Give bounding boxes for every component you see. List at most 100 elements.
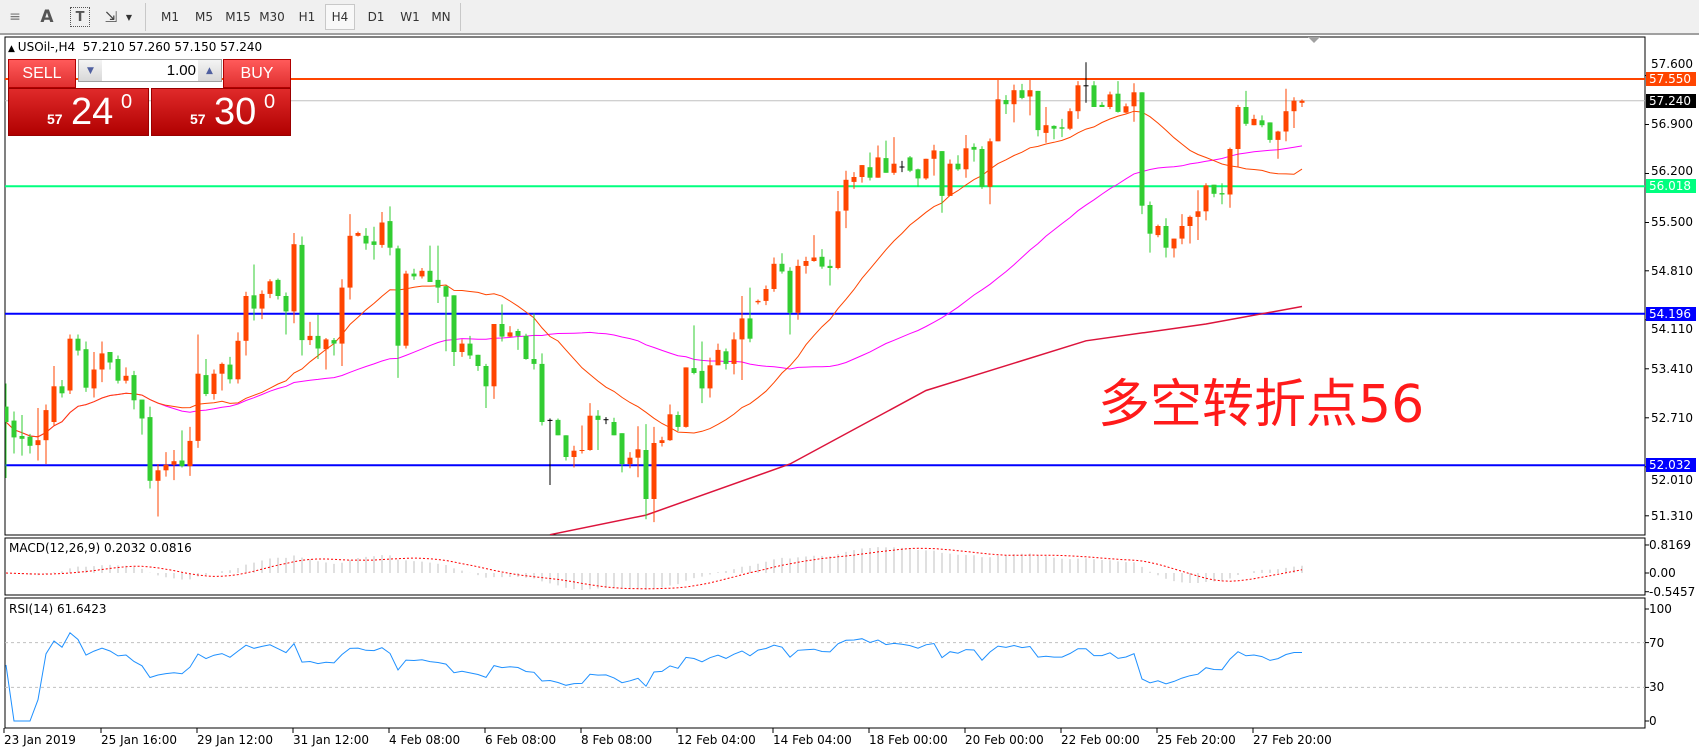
lot-size-stepper[interactable]: ▼ 1.00 ▲	[78, 59, 222, 82]
candle-body	[491, 324, 497, 387]
timeframe-m1-button[interactable]: M1	[161, 10, 179, 24]
candle-body	[251, 295, 257, 309]
chart-shift-marker-icon	[1308, 37, 1320, 43]
candle	[115, 355, 121, 384]
candle	[1035, 90, 1041, 137]
candle	[459, 339, 465, 357]
timeframe-m30-button[interactable]: M30	[259, 10, 285, 24]
candle	[27, 433, 33, 454]
candle	[819, 249, 825, 269]
candle-body	[411, 273, 417, 277]
candle	[275, 278, 281, 300]
candle	[1283, 88, 1289, 142]
chart-window[interactable]	[0, 33, 1699, 756]
candle-body	[1139, 92, 1145, 206]
candle-body	[395, 248, 401, 346]
chevron-down-icon[interactable]: ▼	[125, 12, 133, 22]
candle	[427, 245, 433, 282]
candle	[155, 464, 161, 517]
timeframe-d1-button[interactable]: D1	[367, 10, 385, 24]
candle	[395, 245, 401, 378]
candle-body	[1195, 211, 1201, 217]
timeframe-h1-button[interactable]: H1	[298, 10, 316, 24]
timeframe-m5-button[interactable]: M5	[195, 10, 213, 24]
timeframe-mn-button[interactable]: MN	[431, 10, 451, 24]
collapse-triangle-icon[interactable]: ▲	[8, 44, 18, 54]
buy-price-button[interactable]: 57 30 0	[151, 88, 291, 136]
candle-body	[107, 352, 113, 363]
candle-body	[771, 263, 777, 289]
candle-body	[203, 375, 209, 394]
candle-body	[363, 235, 369, 244]
price-tick-label: 54.110	[1651, 322, 1693, 336]
sell-price-button[interactable]: 57 24 0	[8, 88, 149, 136]
time-label: 31 Jan 12:00	[293, 733, 369, 747]
candle-body	[43, 410, 49, 441]
candle	[403, 270, 409, 349]
candle	[595, 410, 601, 450]
decrease-lot-button[interactable]: ▼	[79, 60, 102, 81]
candle-body	[635, 449, 641, 458]
candle-body	[19, 436, 25, 439]
candle-body	[1187, 216, 1193, 226]
candle-body	[1147, 205, 1153, 234]
candle	[603, 417, 609, 425]
text-label-icon[interactable]: T	[70, 7, 90, 27]
candle-body	[1043, 125, 1049, 133]
candle	[523, 333, 529, 360]
candle	[555, 418, 561, 436]
candle-body	[27, 436, 33, 446]
candle-body	[867, 167, 873, 178]
timeframe-h4-button[interactable]: H4	[325, 4, 355, 30]
candle-body	[115, 359, 121, 381]
candle	[1243, 90, 1249, 126]
candle-body	[227, 364, 233, 380]
annotation-text[interactable]: 多空转折点56	[1098, 375, 1425, 435]
candle-body	[627, 457, 633, 464]
candle	[475, 354, 481, 371]
candle	[371, 226, 377, 260]
candle-body	[1267, 122, 1273, 140]
lot-size-input[interactable]: 1.00	[166, 62, 196, 79]
candle	[971, 143, 977, 162]
sell-button[interactable]: SELL	[8, 59, 76, 88]
candle-body	[1155, 226, 1161, 236]
timeframe-w1-button[interactable]: W1	[400, 10, 420, 24]
candle	[419, 268, 425, 279]
candle-body	[275, 279, 281, 296]
fibonacci-fan-icon[interactable]: ≡	[9, 9, 21, 25]
timeframe-m15-button[interactable]: M15	[225, 10, 251, 24]
sell-fraction: 0	[121, 91, 133, 113]
candle-body	[651, 443, 657, 499]
candle-body	[843, 179, 849, 211]
candle	[763, 285, 769, 306]
sell-label: SELL	[22, 64, 62, 82]
candle-body	[387, 221, 393, 248]
candle	[379, 212, 385, 248]
candle-body	[243, 296, 249, 341]
candle-body	[427, 270, 433, 282]
candle-body	[571, 450, 577, 457]
candle	[979, 146, 985, 189]
candle	[1147, 201, 1153, 253]
candle	[67, 334, 73, 394]
candle-body	[875, 157, 881, 178]
candle-body	[315, 335, 321, 349]
time-label: 4 Feb 08:00	[389, 733, 461, 747]
candle-body	[59, 386, 65, 394]
candle	[587, 403, 593, 451]
candle-body	[915, 169, 921, 179]
rsi-title: RSI(14) 61.6423	[9, 602, 107, 616]
candle	[283, 292, 289, 335]
candle	[811, 235, 817, 262]
buy-button[interactable]: BUY	[223, 59, 291, 88]
arrows-tool-icon[interactable]: ⇲	[104, 8, 118, 26]
candle	[747, 287, 753, 343]
increase-lot-button[interactable]: ▲	[198, 60, 221, 81]
candle	[683, 367, 689, 428]
candle-body	[1259, 120, 1265, 126]
price-level-badge: 54.196	[1646, 307, 1696, 321]
candle-body	[5, 406, 9, 422]
text-tool-icon[interactable]: A	[40, 7, 54, 27]
